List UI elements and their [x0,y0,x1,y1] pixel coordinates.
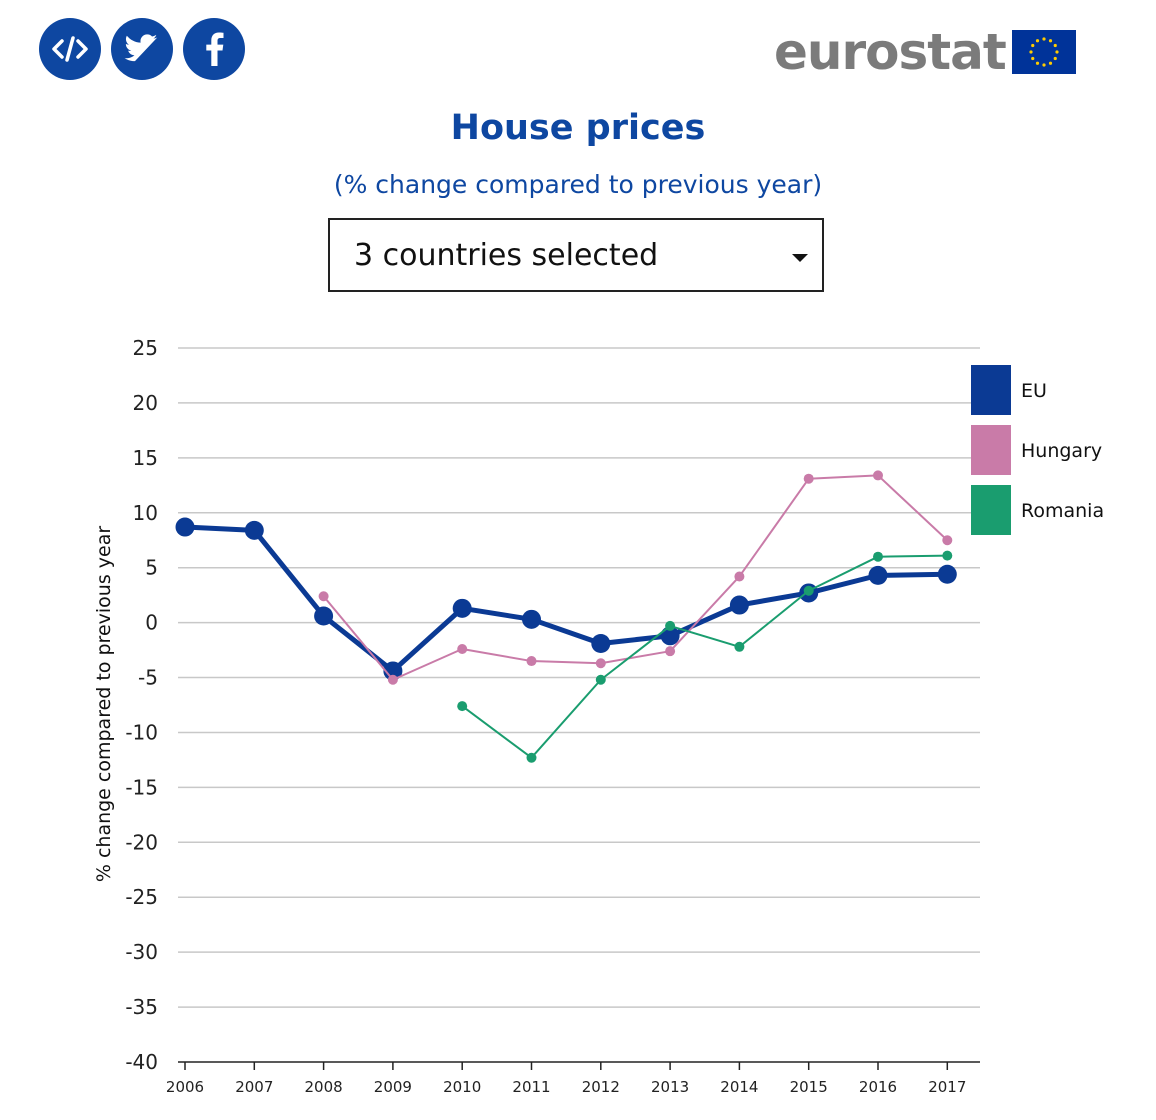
embed-button[interactable] [39,18,101,80]
data-point-romania[interactable] [665,620,676,631]
data-point-romania[interactable] [803,585,814,596]
legend-swatch [971,365,1011,415]
data-point-romania[interactable] [734,641,745,652]
data-point-hungary[interactable] [526,656,537,667]
data-point-eu[interactable] [244,520,264,540]
legend-swatch [971,425,1011,475]
series-eu [175,517,957,681]
data-point-eu[interactable] [175,517,195,537]
legend: EU Hungary Romania [971,365,1104,535]
series-hungary [318,470,953,685]
series-line-romania [461,554,948,759]
y-tick-label: 25 [133,336,158,360]
data-point-hungary[interactable] [803,473,814,484]
x-tick-label: 2016 [859,1078,897,1096]
data-point-eu[interactable] [522,609,541,629]
y-tick-label: -20 [125,830,158,854]
data-point-eu[interactable] [591,633,611,653]
data-point-hungary[interactable] [873,470,883,481]
y-tick-label: 10 [133,501,158,525]
country-select-dropdown[interactable]: 3 countries selected [328,218,824,292]
y-tick-label: -40 [125,1050,158,1074]
facebook-icon [202,32,226,66]
data-point-romania[interactable] [595,674,606,685]
data-point-hungary[interactable] [734,571,745,582]
data-point-eu[interactable] [452,598,472,618]
logo-text: eurostat [774,23,1007,81]
caret-down-icon [792,254,808,262]
x-tick-label: 2008 [305,1078,343,1096]
x-tick-label: 2014 [720,1078,758,1096]
y-tick-label: -15 [125,775,158,799]
series-line-hungary [322,474,948,681]
data-point-hungary[interactable] [318,591,329,602]
data-point-romania[interactable] [942,550,953,561]
legend-label: Hungary [1021,440,1102,462]
data-point-romania[interactable] [526,752,537,763]
legend-label: Romania [1021,500,1104,522]
legend-label: EU [1021,380,1047,402]
series-group [175,470,957,763]
data-point-hungary[interactable] [457,643,468,654]
y-tick-label: -25 [125,885,158,909]
data-point-hungary[interactable] [595,658,606,669]
x-tick-label: 2013 [651,1078,689,1096]
twitter-button[interactable] [111,18,173,80]
data-point-hungary[interactable] [942,535,953,546]
eu-flag-icon [1011,30,1076,74]
y-tick-label: 20 [133,391,158,415]
embed-code-icon [50,34,90,64]
legend-item-romania[interactable]: Romania [971,485,1104,535]
x-tick-label: 2017 [928,1078,966,1096]
y-axis-ticks: 25 20 15 10 5 0 -5 -10 -15 -20 -25 -30 -35 -40 [125,336,158,1074]
series-romania [457,550,953,763]
legend-item-eu[interactable]: EU [971,365,1047,415]
facebook-button[interactable] [183,18,245,80]
chart-title: House prices [450,108,706,148]
legend-swatch [971,485,1011,535]
x-tick-label: 2010 [443,1078,481,1096]
series-line-eu [184,524,948,674]
legend-item-hungary[interactable]: Hungary [971,425,1102,475]
y-tick-label: -5 [138,666,158,690]
y-tick-label: -30 [125,940,158,964]
y-axis-label: % change compared to previous year [93,526,115,882]
grid-lines [178,347,980,1008]
x-tick-label: 2015 [790,1078,828,1096]
twitter-icon [124,34,160,64]
data-point-eu[interactable] [937,564,957,584]
data-point-eu[interactable] [314,606,334,626]
x-tick-label: 2006 [166,1078,204,1096]
x-tick-label: 2012 [582,1078,620,1096]
chart-subtitle: (% change compared to previous year) [333,170,823,199]
x-tick-label: 2009 [374,1078,412,1096]
y-tick-label: -10 [125,720,158,744]
y-tick-label: 15 [133,446,158,470]
data-point-romania[interactable] [873,551,883,562]
x-tick-label: 2007 [235,1078,273,1096]
y-tick-label: 0 [145,611,158,635]
data-point-eu[interactable] [383,661,403,681]
country-select-label: 3 countries selected [354,238,659,273]
y-tick-label: -35 [125,995,158,1019]
y-tick-label: 5 [145,556,158,580]
data-point-romania[interactable] [457,701,468,712]
eurostat-logo: eurostat [774,26,1076,78]
data-point-hungary[interactable] [387,674,398,685]
x-tick-label: 2011 [512,1078,550,1096]
data-point-eu[interactable] [660,626,680,646]
x-axis: 2006 2007 2008 2009 2010 2011 2012 2013 2014 2015… [166,1061,980,1096]
data-point-hungary[interactable] [665,646,676,657]
data-point-eu[interactable] [729,595,749,615]
data-point-eu[interactable] [868,565,888,585]
